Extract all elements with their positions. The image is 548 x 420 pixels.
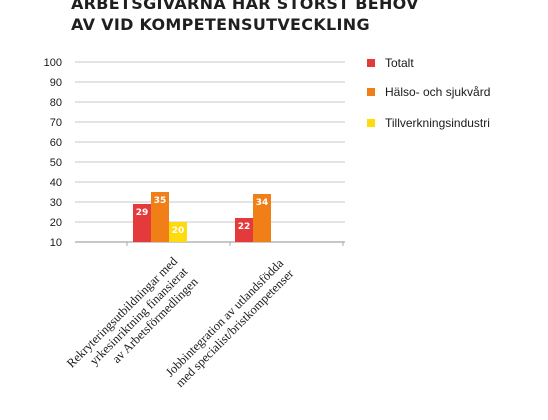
legend-label: Totalt xyxy=(385,56,414,70)
y-tick-label: 20 xyxy=(50,217,62,229)
legend-swatch xyxy=(367,119,375,127)
legend-swatch xyxy=(367,59,375,67)
y-tick-label: 30 xyxy=(50,197,62,209)
data-label: 6 xyxy=(277,254,283,264)
data-label: 35 xyxy=(154,196,167,206)
legend: Totalt Hälso- och sjukvård Tillverkningsin… xyxy=(367,56,490,130)
legend-swatch xyxy=(367,88,375,96)
y-tick-label: 100 xyxy=(44,57,62,69)
x-axis: Rekryteringsutbildningar medyrkesinriktn… xyxy=(64,242,344,390)
y-tick-label: 90 xyxy=(50,77,62,89)
y-tick-label: 80 xyxy=(50,97,62,109)
y-axis: 10 20 30 40 50 60 70 80 90 100 xyxy=(44,57,62,249)
chart-title-line-1: ARBETSGIVARNA HAR STÖRST BEHOV xyxy=(71,0,419,13)
y-tick-label: 50 xyxy=(50,157,62,169)
chart-title: ARBETSGIVARNA HAR STÖRST BEHOV AV VID KO… xyxy=(71,0,419,35)
bar xyxy=(133,204,151,242)
bar xyxy=(151,192,169,242)
category-label-line: yrkesinriktning finansierat xyxy=(87,264,191,368)
bar xyxy=(235,218,253,242)
chart-title-line-2: AV VID KOMPETENSUTVECKLING xyxy=(71,15,370,34)
legend-label: Hälso- och sjukvård xyxy=(385,85,490,99)
data-label: 22 xyxy=(238,222,251,232)
bar xyxy=(253,194,271,242)
data-label: 20 xyxy=(172,226,185,236)
y-tick-label: 10 xyxy=(50,237,62,249)
data-label: 34 xyxy=(256,198,269,208)
legend-label: Tillverkningsindustri xyxy=(385,116,490,130)
y-tick-label: 40 xyxy=(50,177,62,189)
grid-lines xyxy=(75,61,345,243)
bars: 29 35 20 22 34 6 xyxy=(133,192,283,264)
y-tick-label: 60 xyxy=(50,137,62,149)
bar xyxy=(169,222,187,242)
data-label: 29 xyxy=(136,208,149,218)
y-tick-label: 70 xyxy=(50,117,62,129)
